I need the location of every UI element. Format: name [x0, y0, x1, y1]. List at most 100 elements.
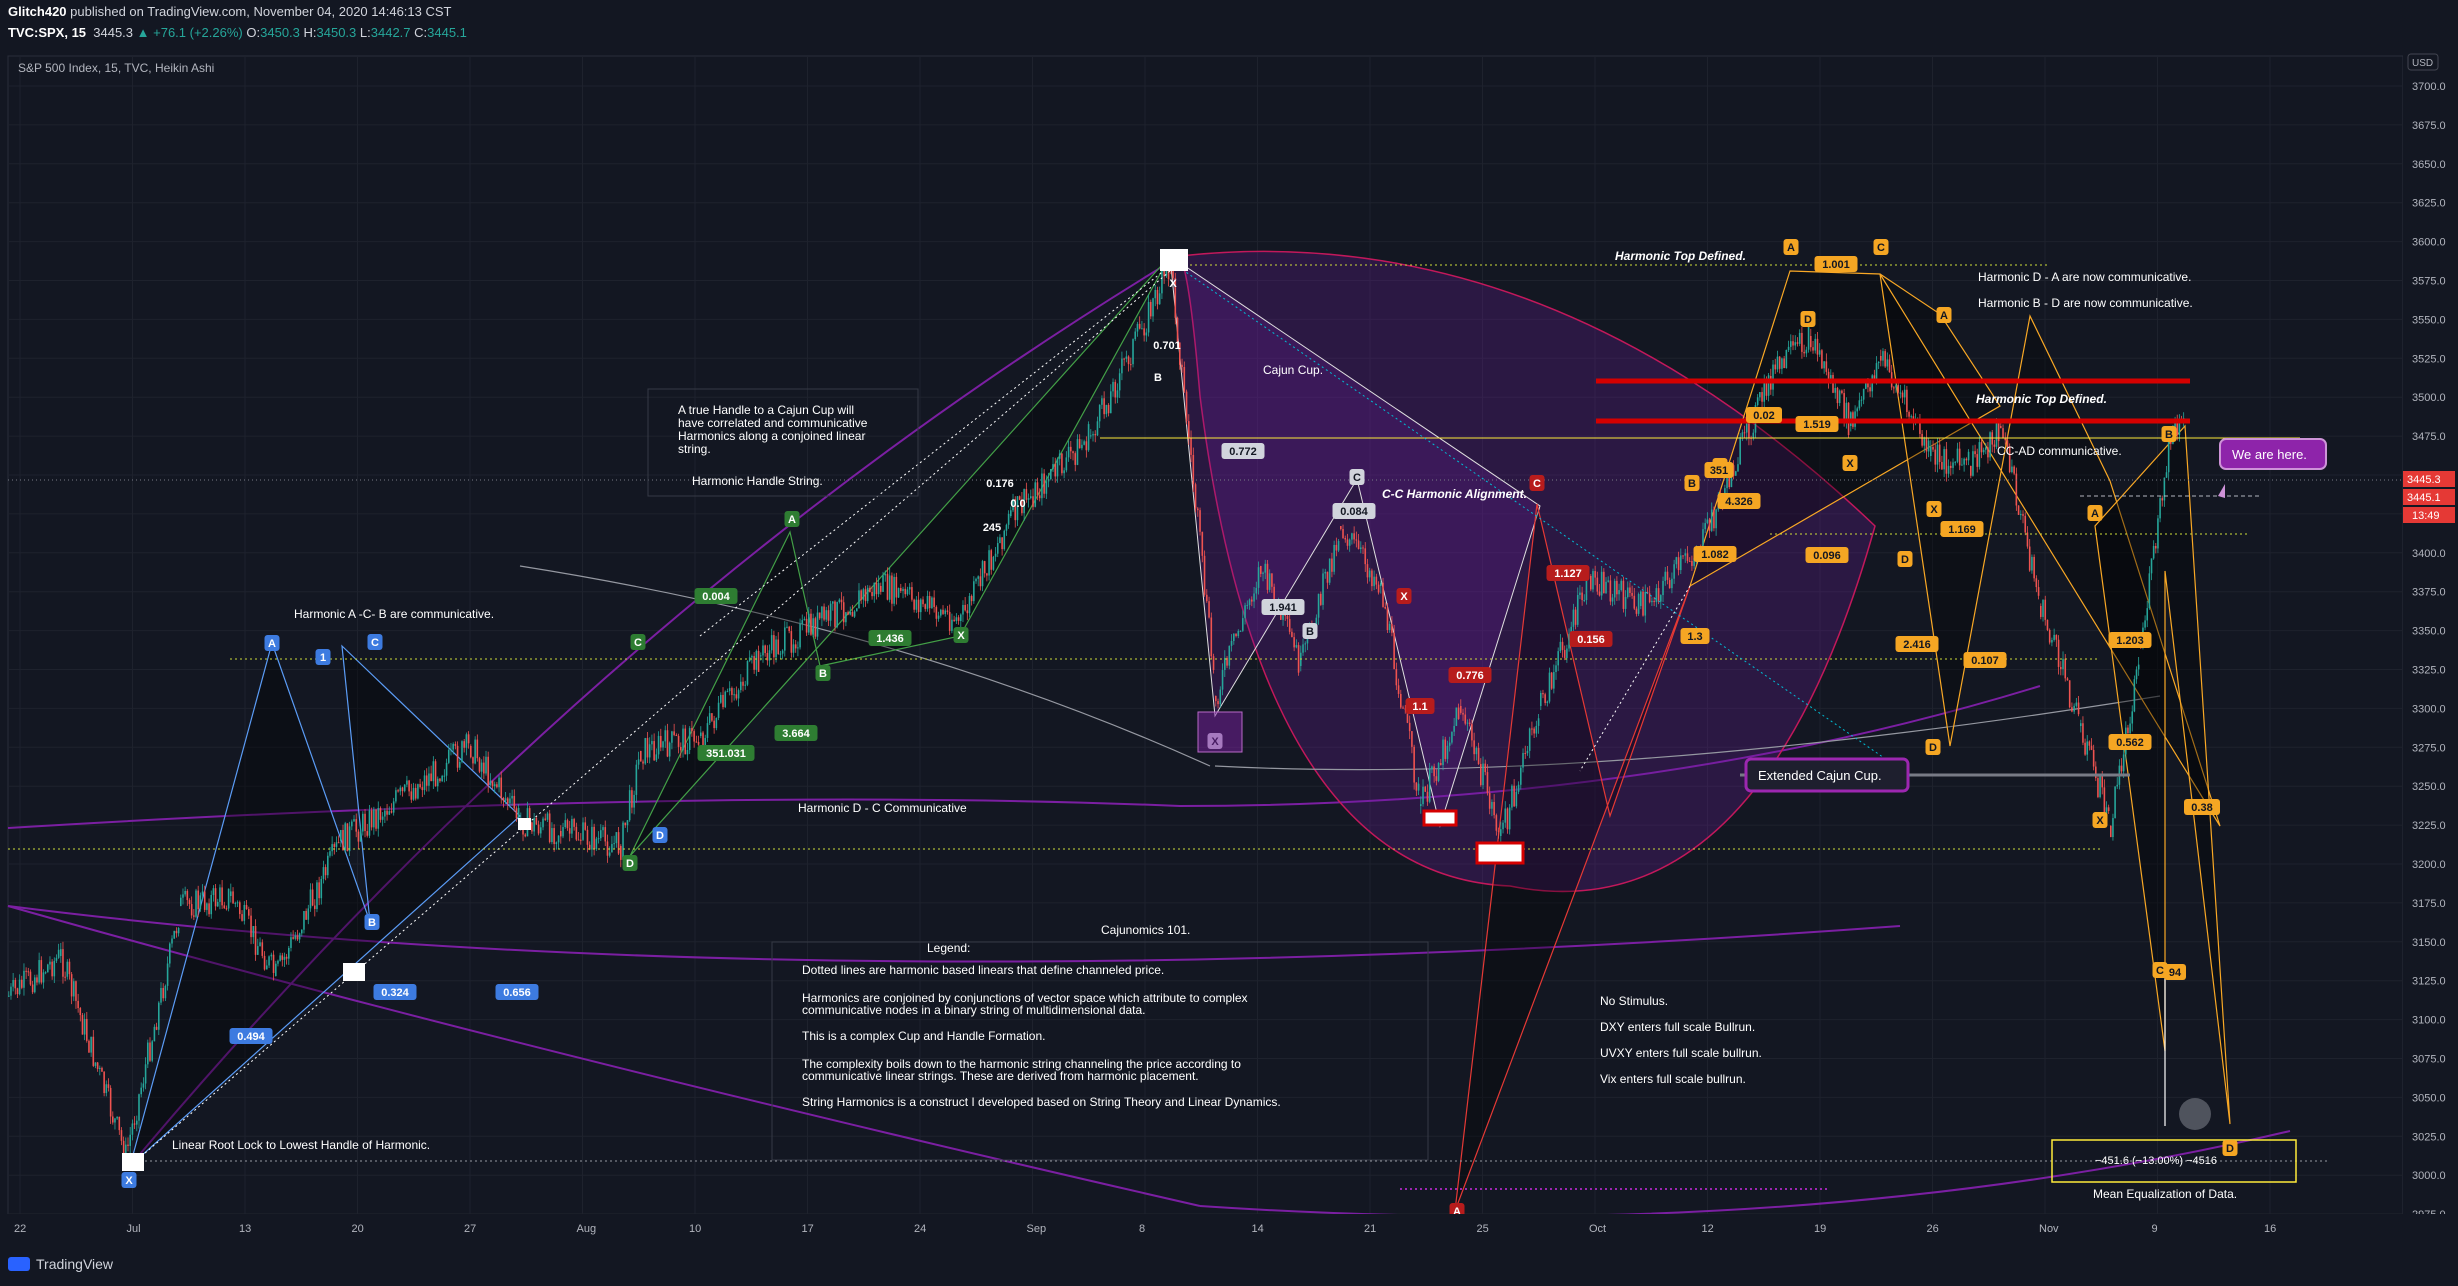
- svg-text:A: A: [1940, 310, 1948, 322]
- high-value: 3450.3: [316, 25, 357, 40]
- pattern-label-purple_cup: B: [1302, 623, 1318, 639]
- price-axis[interactable]: USD 3700.0 3675.0 3650.0 3625.0 3600.0 3575.0…: [2403, 46, 2458, 1246]
- svg-text:0.004: 0.004: [702, 591, 730, 603]
- legend-line: Harmonics are conjoined by conjunctions …: [802, 991, 1248, 1005]
- svg-text:C: C: [371, 637, 379, 649]
- pattern-label-green: C: [630, 634, 646, 650]
- svg-text:X: X: [1169, 278, 1177, 290]
- price-tick: 3700.0: [2412, 81, 2446, 93]
- svg-text:A: A: [2091, 508, 2099, 520]
- pattern-label-red: 1.1: [1405, 698, 1435, 714]
- currency-label: USD: [2412, 58, 2433, 69]
- pattern-label-green: 1.436: [868, 630, 912, 646]
- time-tick: Aug: [577, 1223, 597, 1235]
- svg-text:0.494: 0.494: [237, 1031, 265, 1043]
- measure-text: −451.6 (−13.00%) −4516: [2095, 1155, 2217, 1167]
- pattern-label-red: C: [1529, 475, 1545, 491]
- price-tick: 3525.0: [2412, 353, 2446, 365]
- price-tick: 3500.0: [2412, 392, 2446, 404]
- marker-low-1: [1422, 809, 1458, 827]
- time-tick: 17: [802, 1223, 814, 1235]
- ccad-text: CC-AD communicative.: [1997, 444, 2122, 458]
- pattern-label-purple_cup: 0.772: [1221, 443, 1265, 459]
- pattern-label-orange: C: [1873, 239, 1889, 255]
- price-tag-green-text: 3445.3: [2407, 474, 2441, 486]
- we-are-here-callout[interactable]: We are here.: [2218, 438, 2327, 498]
- svg-text:0.656: 0.656: [503, 987, 531, 999]
- time-tick: 13: [239, 1223, 251, 1235]
- svg-text:1.169: 1.169: [1948, 524, 1976, 536]
- legend-line: Dotted lines are harmonic based linears …: [802, 963, 1164, 977]
- pattern-label-green: X: [953, 627, 969, 643]
- price-tick: 3675.0: [2412, 120, 2446, 132]
- pattern-label-orange: 1.169: [1940, 521, 1984, 537]
- svg-text:D: D: [656, 830, 664, 842]
- pattern-label-orange: A: [1936, 307, 1952, 323]
- help-icon[interactable]: [2179, 1098, 2211, 1130]
- pattern-label-orange: X: [2092, 812, 2108, 828]
- tradingview-logo-icon: [8, 1257, 30, 1271]
- svg-text:0.324: 0.324: [381, 987, 409, 999]
- author-name[interactable]: Glitch420: [8, 4, 67, 19]
- legend-lines: Dotted lines are harmonic based linears …: [802, 963, 1281, 1109]
- price-tick: 3575.0: [2412, 276, 2446, 288]
- time-axis[interactable]: 22 Jul 13 20 27 Aug 10 17 24 Sep 8 14 21 25 Oct 12 19 26 N…: [0, 1214, 2458, 1246]
- ohlc-line: TVC:SPX, 15 3445.3 ▲ +76.1 (+2.26%) O:34…: [8, 25, 467, 40]
- pattern-label-blue: A: [264, 635, 280, 651]
- currency-box[interactable]: [2407, 53, 2439, 71]
- pattern-label-orange: 1.082: [1693, 546, 1737, 562]
- pattern-label-orange: D: [1897, 551, 1913, 567]
- price-tag-timer-text: 13:49: [2412, 510, 2440, 522]
- svg-text:1: 1: [320, 652, 326, 664]
- svg-text:D: D: [1804, 314, 1812, 326]
- legend-line: This is a complex Cup and Handle Formati…: [802, 1029, 1045, 1043]
- pattern-label-orange: D: [1925, 739, 1941, 755]
- pattern-label-orange: 1.519: [1795, 416, 1839, 432]
- close-value: 3445.1: [427, 25, 467, 40]
- svg-text:1.127: 1.127: [1554, 568, 1582, 580]
- svg-text:0.38: 0.38: [2191, 802, 2212, 814]
- pattern-label-red: 0.156: [1569, 631, 1613, 647]
- handle-note-box: [647, 388, 919, 497]
- svg-text:0.176: 0.176: [986, 478, 1014, 490]
- pattern-label-white: 0.0: [1010, 498, 1025, 510]
- svg-text:0.776: 0.776: [1456, 670, 1484, 682]
- price-tick: 3050.0: [2412, 1092, 2446, 1104]
- extended-cup-callout[interactable]: Extended Cajun Cup.: [1744, 757, 1910, 793]
- legend-line: The complexity boils down to the harmoni…: [802, 1057, 1241, 1071]
- svg-text:3.664: 3.664: [782, 728, 810, 740]
- marker-low-2: [1475, 841, 1525, 865]
- handle-string-text: Harmonic Handle String.: [692, 474, 823, 488]
- price-tick: 3350.0: [2412, 626, 2446, 638]
- svg-text:1.436: 1.436: [876, 633, 904, 645]
- chart-canvas[interactable]: A true Handle to a Cajun Cup will have co…: [0, 46, 2458, 1246]
- pattern-label-white: 0.701: [1153, 340, 1181, 352]
- svg-text:94: 94: [2169, 967, 2182, 979]
- pattern-label-orange: 0.02: [1746, 407, 1782, 423]
- svg-text:X: X: [1400, 591, 1408, 603]
- pattern-label-blue: 1: [315, 649, 331, 665]
- time-tick: 8: [1139, 1223, 1145, 1235]
- open-value: 3450.3: [260, 25, 300, 40]
- pattern-label-green: 0.004: [694, 588, 738, 604]
- price-tick: 3000.0: [2412, 1170, 2446, 1182]
- marker-a: [518, 818, 531, 830]
- symbol-name[interactable]: TVC:SPX, 15: [8, 25, 87, 40]
- svg-text:4.326: 4.326: [1725, 496, 1753, 508]
- pattern-label-orange: B: [2161, 426, 2177, 442]
- publish-info: published on TradingView.com, November 0…: [70, 4, 452, 19]
- legend-line: communicative nodes in a binary string o…: [802, 1003, 1146, 1017]
- tradingview-logo[interactable]: TradingView: [8, 1256, 113, 1272]
- pattern-label-green: D: [622, 855, 638, 871]
- time-tick: 19: [1814, 1223, 1826, 1235]
- pattern-label-white: X: [1169, 278, 1177, 290]
- pattern-label-orange: 94: [2164, 964, 2186, 980]
- svg-text:C: C: [1533, 478, 1541, 490]
- price-tick: 3075.0: [2412, 1054, 2446, 1066]
- legend-line: communicative linear strings. These are …: [802, 1069, 1199, 1083]
- we-are-here-text: We are here.: [2232, 447, 2307, 462]
- pattern-label-orange: D: [1800, 311, 1816, 327]
- chart-area[interactable]: A true Handle to a Cajun Cup will have co…: [0, 46, 2458, 1246]
- time-tick: 14: [1252, 1223, 1264, 1235]
- price-tick: 3325.0: [2412, 665, 2446, 677]
